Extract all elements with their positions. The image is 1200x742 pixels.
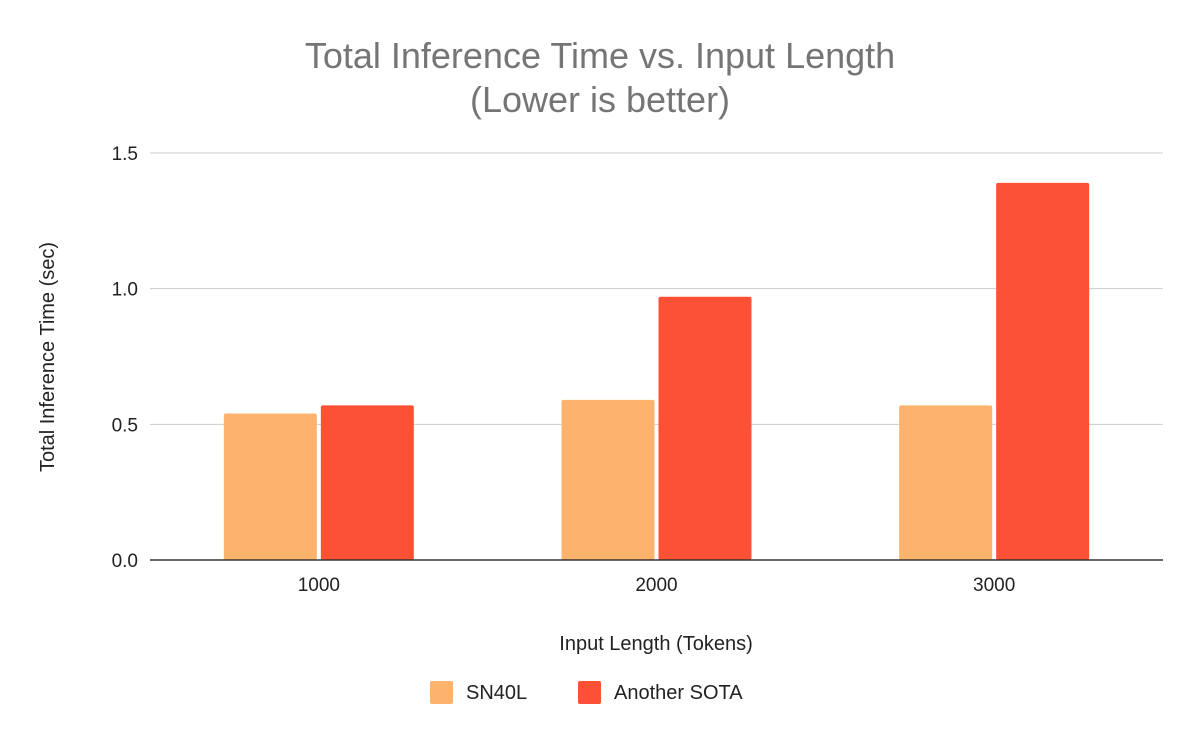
- bar-another-sota-2000: [658, 296, 752, 560]
- bar-sn40l-1000: [223, 413, 317, 560]
- x-axis-label: Input Length (Tokens): [559, 633, 752, 655]
- y-tick-label: 1.0: [112, 280, 138, 301]
- x-tick-label: 2000: [635, 575, 677, 596]
- legend: SN40L Another SOTA: [430, 681, 743, 704]
- y-axis-ticks: 0.0 0.5 1.0 1.5: [112, 144, 138, 572]
- bar-another-sota-3000: [996, 182, 1090, 560]
- y-tick-label: 0.5: [112, 415, 138, 436]
- x-axis-ticks: 1000 2000 3000: [298, 575, 1016, 596]
- x-tick-label: 1000: [298, 575, 340, 596]
- legend-label: SN40L: [466, 682, 527, 704]
- chart-subtitle: (Lower is better): [470, 79, 730, 120]
- bar-sn40l-3000: [899, 405, 993, 560]
- y-axis-label: Total Inference Time (sec): [37, 242, 59, 472]
- grid: [150, 152, 1163, 425]
- x-tick-label: 3000: [973, 575, 1015, 596]
- y-tick-label: 0.0: [112, 551, 138, 572]
- bars: [223, 182, 1090, 560]
- chart-title: Total Inference Time vs. Input Length: [305, 35, 895, 76]
- legend-swatch: [430, 681, 453, 704]
- legend-swatch: [578, 681, 601, 704]
- bar-another-sota-1000: [320, 405, 414, 560]
- bar-sn40l-2000: [561, 399, 655, 560]
- legend-label: Another SOTA: [614, 682, 743, 704]
- y-tick-label: 1.5: [112, 144, 138, 165]
